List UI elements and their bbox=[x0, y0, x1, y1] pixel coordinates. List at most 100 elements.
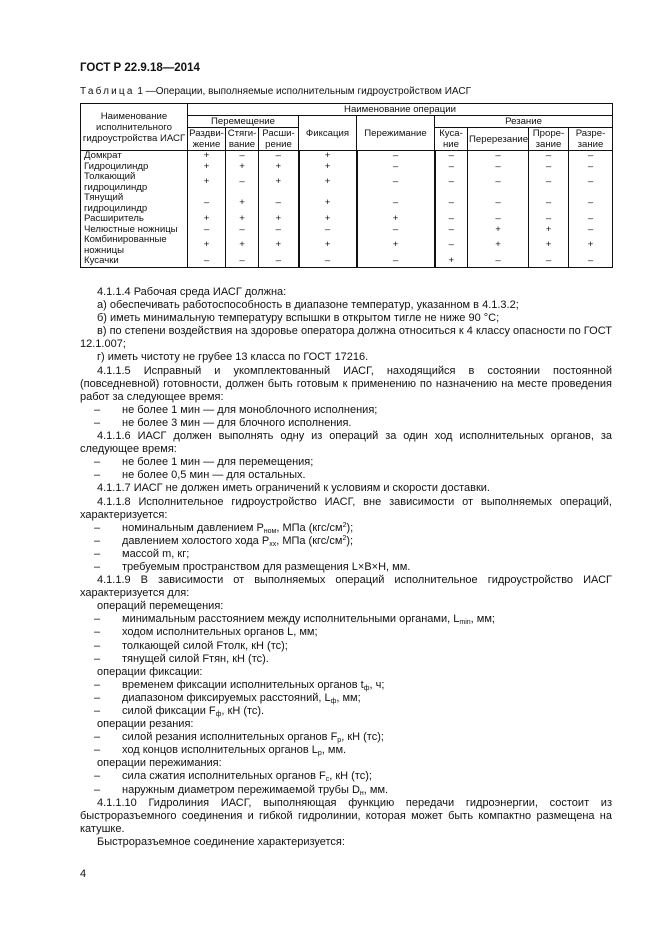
text-run: номинальным давлением Р bbox=[122, 521, 264, 534]
operation-mark-cell: + bbox=[258, 213, 299, 225]
list-item: – ходом исполнительных органов L, мм; bbox=[80, 626, 612, 639]
device-name-cell: Кусачки bbox=[80, 255, 188, 267]
operation-mark-cell: – bbox=[433, 172, 468, 193]
operation-mark-cell: – bbox=[297, 224, 357, 235]
device-name-cell: Расширитель bbox=[80, 213, 188, 225]
list-dash: – bbox=[94, 691, 101, 704]
text-run: ); bbox=[346, 521, 354, 534]
text-run: не более 3 мин — для блочного исполнения… bbox=[122, 416, 352, 429]
operation-mark-cell: – bbox=[528, 172, 569, 193]
operation-mark-cell: – bbox=[528, 161, 569, 172]
operation-mark-cell: – bbox=[258, 224, 299, 235]
caption-number: 1 bbox=[137, 86, 143, 97]
header-clamping: Пережимание bbox=[356, 115, 435, 151]
paragraph: г) иметь чистоту не грубее 13 класса по … bbox=[80, 351, 612, 364]
operation-mark-cell: + bbox=[297, 150, 357, 162]
subscript: с bbox=[325, 776, 330, 784]
list-item: – силой фиксации Fф, кН (тс). bbox=[80, 705, 612, 718]
header-device-name: Наименование исполнительного гидроустрой… bbox=[80, 103, 188, 151]
device-name-cell: Домкрат bbox=[80, 150, 188, 162]
operation-mark-cell: – bbox=[433, 213, 468, 225]
page-number: 4 bbox=[80, 868, 87, 880]
operation-mark-cell: + bbox=[258, 235, 299, 256]
header-group-move: Перемещение bbox=[187, 115, 299, 128]
text-run: Быстроразъемное соединение характеризует… bbox=[97, 835, 345, 848]
operation-mark-cell: – bbox=[528, 193, 569, 214]
list-item: – наружным диаметром пережимаемой трубы D… bbox=[80, 784, 612, 797]
text-run: массой m, кг; bbox=[122, 547, 190, 560]
operation-mark-cell: – bbox=[528, 150, 569, 162]
paragraph: 4.1.1.10 Гидролиния ИАСГ, выполняющая фу… bbox=[80, 797, 612, 836]
device-name-cell: Толкающий гидроцилиндр bbox=[80, 171, 188, 193]
list-dash: – bbox=[94, 770, 101, 783]
table-row: Домкрат + – – + – – – – – bbox=[80, 150, 614, 162]
operation-mark-cell: – bbox=[187, 193, 226, 214]
text-run: операции фиксации: bbox=[97, 665, 203, 678]
text-run: ходом исполнительных органов L, мм; bbox=[122, 626, 318, 639]
operation-mark-cell: – bbox=[433, 235, 468, 256]
subscript: ф bbox=[330, 697, 337, 705]
operation-mark-cell: – bbox=[355, 255, 435, 267]
list-dash: – bbox=[94, 705, 101, 717]
list-dash: – bbox=[94, 456, 101, 469]
operation-mark-cell: – bbox=[225, 172, 259, 193]
list-dash: – bbox=[94, 403, 101, 416]
operation-mark-cell: – bbox=[187, 224, 226, 235]
operation-mark-cell: – bbox=[567, 255, 614, 267]
operation-mark-cell: – bbox=[258, 150, 299, 162]
text-run: , ч; bbox=[369, 678, 385, 691]
list-item: – ход концов исполнительных органов Lр, м… bbox=[80, 744, 612, 757]
list-dash: – bbox=[94, 626, 101, 639]
paragraph: 4.1.1.7 ИАСГ не должен иметь ограничений… bbox=[80, 482, 612, 495]
operation-mark-cell: + bbox=[467, 235, 529, 256]
operation-mark-cell: – bbox=[467, 150, 529, 162]
operation-mark-cell: – bbox=[567, 193, 614, 214]
table-row: Тянущий гидроцилиндр – + – + – – – – – bbox=[80, 192, 614, 214]
document-body: 4.1.1.4 Рабочая среда ИАСГ должна: а) обе… bbox=[80, 286, 612, 849]
operation-mark-cell: + bbox=[528, 224, 569, 235]
operation-mark-cell: – bbox=[433, 193, 468, 214]
paragraph: операции резания: bbox=[80, 718, 612, 731]
text-run: в) по степени воздействия на здоровье оп… bbox=[80, 325, 612, 351]
text-run: г) иметь чистоту не грубее 13 класса по … bbox=[97, 351, 369, 364]
operation-mark-cell: + bbox=[187, 213, 226, 225]
header-spreading: Раздви-жение bbox=[187, 127, 226, 151]
table-row: Челюстные ножницы – – – – – – + + – bbox=[80, 224, 614, 235]
header-fixation: Фиксация bbox=[298, 115, 357, 151]
paragraph: в) по степени воздействия на здоровье оп… bbox=[80, 325, 612, 351]
text-run: 4.1.1.5 Исправный и укомплектованный ИАС… bbox=[80, 364, 612, 403]
operation-mark-cell: + bbox=[297, 161, 357, 172]
text-run: не более 1 мин — для перемещения; bbox=[122, 456, 314, 469]
operation-mark-cell: + bbox=[225, 161, 259, 172]
list-dash: – bbox=[94, 731, 101, 744]
text-run: операций перемещения: bbox=[97, 600, 224, 613]
operation-mark-cell: – bbox=[567, 213, 614, 225]
text-run: а) обеспечивать работоспособность в диап… bbox=[97, 299, 519, 312]
text-run: не более 0,5 мин — для остальных. bbox=[122, 469, 306, 482]
operation-mark-cell: – bbox=[528, 255, 569, 267]
list-item: – не более 1 мин — для перемещения; bbox=[80, 456, 612, 469]
text-run: 4.1.1.9 В зависимости от выполняемых опе… bbox=[80, 574, 612, 600]
operation-mark-cell: + bbox=[187, 172, 226, 193]
list-dash: – bbox=[94, 534, 101, 547]
operation-mark-cell: + bbox=[433, 255, 468, 267]
list-item: – диапазоном фиксируемых расстояний, Lф, … bbox=[80, 692, 612, 705]
list-item: – временем фиксации исполнительных органо… bbox=[80, 679, 612, 692]
header-pulling: Стяги-вание bbox=[225, 127, 259, 151]
list-dash: – bbox=[94, 416, 101, 429]
text-run: 4.1.1.7 ИАСГ не должен иметь ограничений… bbox=[97, 482, 490, 495]
operation-mark-cell: – bbox=[567, 172, 614, 193]
operation-mark-cell: – bbox=[433, 161, 468, 172]
list-item: – не более 3 мин — для блочного исполнени… bbox=[80, 417, 612, 430]
text-run: тянущей силой Fтян, кН (тс). bbox=[122, 652, 269, 665]
table-caption: Таблица 1 —Операции, выполняемые исполни… bbox=[80, 86, 471, 97]
list-item: – требуемым пространством для размещения … bbox=[80, 561, 612, 574]
header-cutting-through: Перерезание bbox=[467, 127, 529, 151]
operation-mark-cell: – bbox=[567, 150, 614, 162]
operation-mark-cell: – bbox=[355, 150, 435, 162]
text-run: , кН (тс). bbox=[221, 705, 265, 717]
table-row: Гидроцилиндр + + + + – – – – – bbox=[80, 161, 614, 172]
table-row: Расширитель + + + + + – – – – bbox=[80, 213, 614, 225]
list-item: – минимальным расстоянием между исполните… bbox=[80, 613, 612, 626]
list-item: – номинальным давлением Рном, МПа (кгс/см… bbox=[80, 522, 612, 535]
